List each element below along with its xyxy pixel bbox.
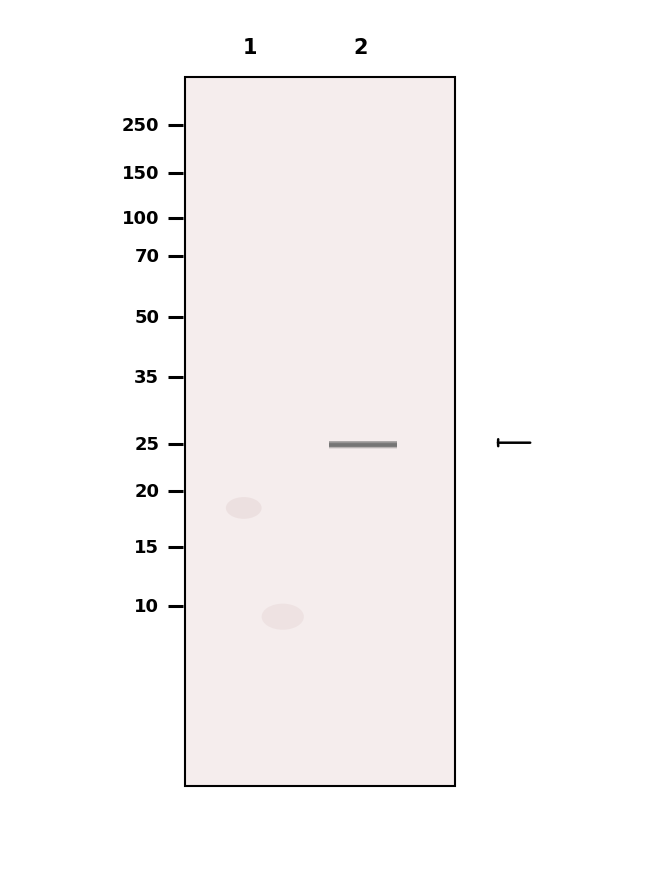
Bar xyxy=(329,443,396,448)
Ellipse shape xyxy=(226,497,261,519)
Text: 10: 10 xyxy=(135,598,159,615)
Bar xyxy=(185,78,455,786)
Text: 70: 70 xyxy=(135,248,159,265)
Text: 25: 25 xyxy=(135,436,159,454)
Bar xyxy=(329,441,396,447)
Text: 1: 1 xyxy=(243,38,257,57)
Text: 100: 100 xyxy=(122,210,159,228)
Text: 250: 250 xyxy=(122,117,159,135)
Text: 2: 2 xyxy=(354,38,368,57)
Text: 35: 35 xyxy=(135,369,159,387)
Text: 150: 150 xyxy=(122,165,159,182)
Text: 15: 15 xyxy=(135,539,159,556)
Bar xyxy=(329,443,396,448)
Ellipse shape xyxy=(261,604,304,630)
Bar xyxy=(329,444,396,448)
Bar xyxy=(329,442,396,447)
Text: 50: 50 xyxy=(135,308,159,326)
Bar xyxy=(329,445,396,450)
Text: 20: 20 xyxy=(135,482,159,500)
